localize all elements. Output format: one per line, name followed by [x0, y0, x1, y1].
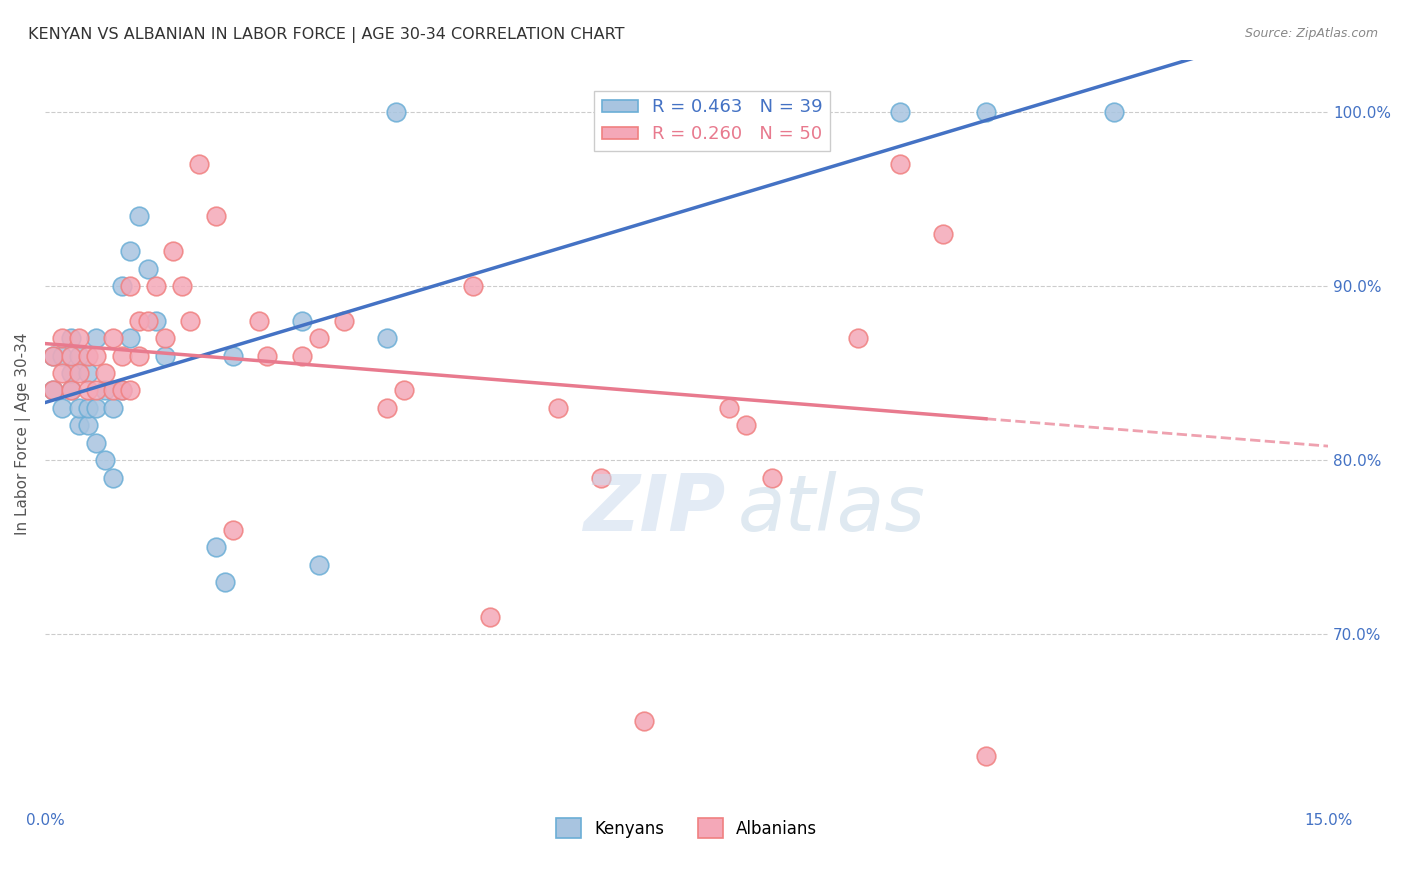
Point [42, 349, 65, 363]
Point [42, 384, 65, 398]
Point [461, 279, 484, 293]
Point [76, 366, 98, 380]
Point [128, 314, 150, 328]
Point [59, 384, 82, 398]
Point [84, 435, 107, 450]
Point [120, 244, 142, 259]
Point [974, 749, 997, 764]
Legend: Kenyans, Albanians: Kenyans, Albanians [550, 812, 824, 845]
Point [128, 210, 150, 224]
Text: KENYAN VS ALBANIAN IN LABOR FORCE | AGE 30-34 CORRELATION CHART: KENYAN VS ALBANIAN IN LABOR FORCE | AGE … [28, 27, 624, 43]
Point [633, 714, 655, 729]
Point [51, 331, 73, 345]
Point [222, 349, 245, 363]
Point [333, 314, 356, 328]
Point [111, 279, 134, 293]
Point [67, 366, 90, 380]
Point [145, 314, 167, 328]
Point [187, 157, 209, 171]
Point [162, 244, 184, 259]
Point [67, 349, 90, 363]
Point [384, 104, 406, 119]
Point [589, 470, 612, 484]
Point [94, 384, 117, 398]
Point [804, 104, 827, 119]
Point [111, 349, 134, 363]
Point [308, 558, 330, 572]
Point [392, 384, 415, 398]
Point [94, 453, 117, 467]
Point [153, 349, 176, 363]
Point [103, 470, 125, 484]
Point [111, 384, 134, 398]
Point [76, 384, 98, 398]
Point [290, 314, 312, 328]
Point [846, 331, 869, 345]
Point [103, 384, 125, 398]
Point [375, 401, 398, 415]
Point [205, 210, 228, 224]
Point [804, 104, 827, 119]
Y-axis label: In Labor Force | Age 30-34: In Labor Force | Age 30-34 [15, 333, 31, 535]
Point [145, 279, 167, 293]
Text: Source: ZipAtlas.com: Source: ZipAtlas.com [1244, 27, 1378, 40]
Point [84, 384, 107, 398]
Point [256, 349, 278, 363]
Point [1104, 104, 1126, 119]
Point [205, 540, 228, 554]
Point [76, 349, 98, 363]
Point [128, 349, 150, 363]
Point [103, 401, 125, 415]
Point [51, 366, 73, 380]
Point [76, 418, 98, 433]
Point [932, 227, 955, 241]
Point [59, 366, 82, 380]
Point [974, 104, 997, 119]
Text: atlas: atlas [738, 471, 925, 547]
Point [84, 331, 107, 345]
Point [375, 331, 398, 345]
Point [42, 349, 65, 363]
Point [67, 418, 90, 433]
Point [59, 384, 82, 398]
Point [94, 366, 117, 380]
Point [84, 349, 107, 363]
Point [170, 279, 193, 293]
Point [308, 331, 330, 345]
Text: ZIP: ZIP [582, 471, 725, 547]
Point [179, 314, 201, 328]
Point [84, 401, 107, 415]
Point [111, 384, 134, 398]
Point [889, 157, 911, 171]
Point [76, 401, 98, 415]
Point [247, 314, 270, 328]
Point [120, 331, 142, 345]
Point [59, 349, 82, 363]
Point [735, 418, 758, 433]
Point [214, 575, 236, 590]
Point [51, 349, 73, 363]
Point [42, 384, 65, 398]
Point [290, 349, 312, 363]
Point [59, 331, 82, 345]
Point [153, 331, 176, 345]
Point [67, 331, 90, 345]
Point [889, 104, 911, 119]
Point [51, 401, 73, 415]
Point [547, 401, 569, 415]
Point [103, 331, 125, 345]
Point [120, 384, 142, 398]
Point [136, 314, 159, 328]
Point [120, 279, 142, 293]
Point [136, 261, 159, 276]
Point [478, 610, 501, 624]
Point [718, 401, 741, 415]
Point [222, 523, 245, 537]
Point [67, 401, 90, 415]
Point [761, 470, 783, 484]
